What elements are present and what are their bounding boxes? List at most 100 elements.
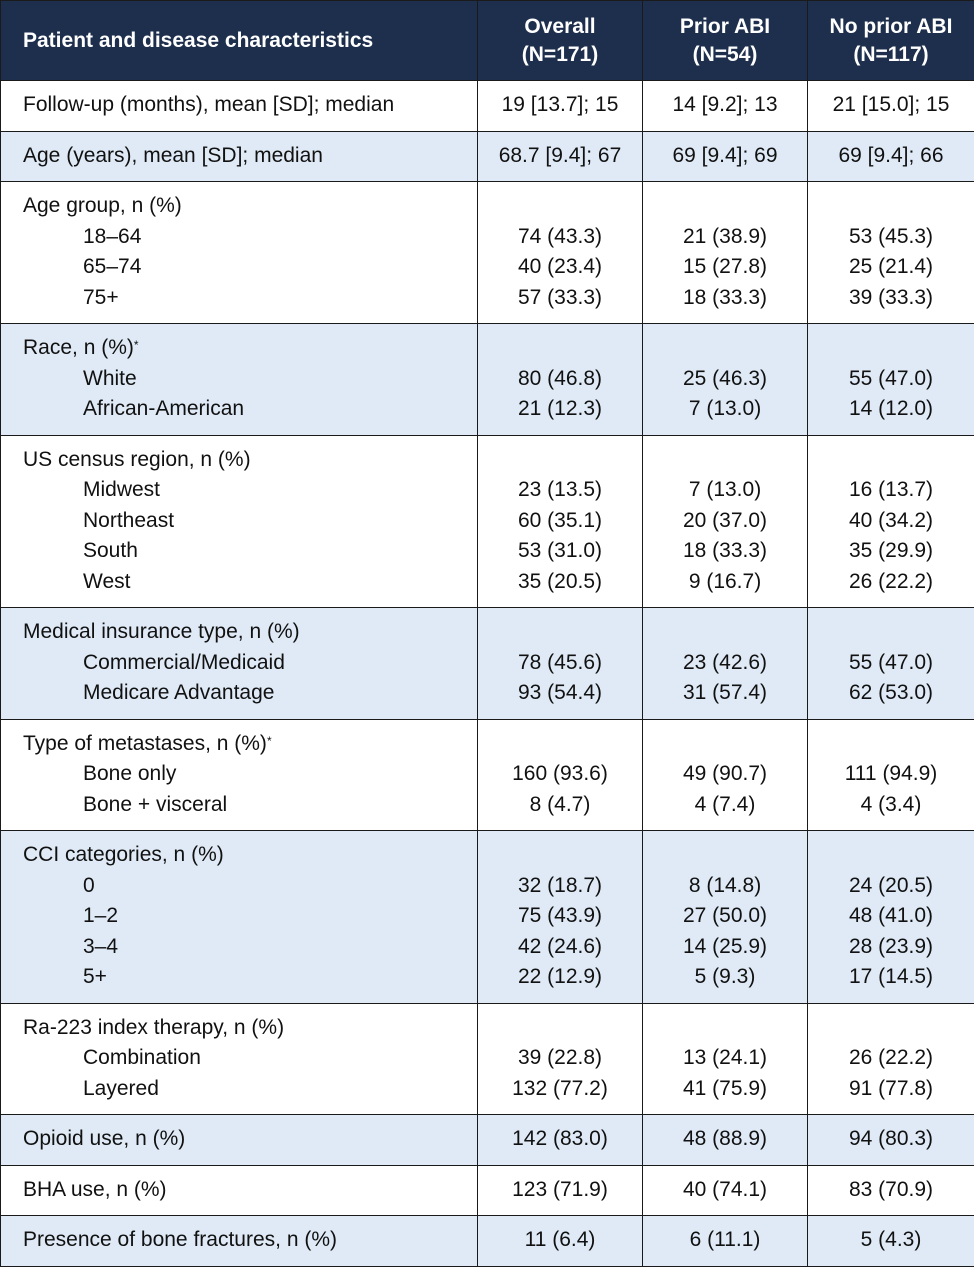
value-text: 69 [9.4]; 66: [808, 141, 974, 172]
section-row-presence-of-bone-fractures-n: Presence of bone fractures, n (%) 11 (6.4…: [1, 1216, 974, 1267]
header-overall: Overall (N=171): [478, 1, 643, 81]
value-text: 80 (46.8): [478, 364, 642, 395]
value-text: 40 (34.2): [808, 506, 974, 537]
value-text: 21 (12.3): [478, 394, 642, 425]
no-prior-abi-cell: 53 (45.3)25 (21.4)39 (33.3): [808, 182, 974, 324]
value-text: 132 (77.2): [478, 1074, 642, 1105]
section-row-opioid-use-n: Opioid use, n (%)142 (83.0)48 (88.9)94 (…: [1, 1115, 974, 1166]
subgroup-label: Midwest: [23, 475, 477, 506]
value-text: 23 (42.6): [643, 648, 807, 679]
section-title: Type of metastases, n (%)*: [23, 729, 477, 760]
value-text: 5 (4.3): [808, 1225, 974, 1256]
section-title-text: Race, n (%): [23, 336, 134, 359]
overall-cell: 11 (6.4): [478, 1216, 643, 1267]
value-text: 62 (53.0): [808, 678, 974, 709]
subgroup-label: 65–74: [23, 252, 477, 283]
footnote-marker: *: [134, 338, 139, 352]
subgroup-label: South: [23, 536, 477, 567]
section-row-bha-use-n: BHA use, n (%) 123 (71.9)40 (74.1)83 (70.…: [1, 1165, 974, 1216]
prior-abi-cell: 69 [9.4]; 69: [643, 131, 808, 182]
overall-cell: 68.7 [9.4]; 67: [478, 131, 643, 182]
section-title-text: Presence of bone fractures, n (%): [23, 1228, 337, 1251]
no-prior-abi-cell: 26 (22.2)91 (77.8): [808, 1003, 974, 1115]
value-text: 40 (23.4): [478, 252, 642, 283]
no-prior-abi-cell: 94 (80.3): [808, 1115, 974, 1166]
value-text: 7 (13.0): [643, 394, 807, 425]
value-text: 25 (46.3): [643, 364, 807, 395]
value-text: 8 (14.8): [643, 871, 807, 902]
overall-cell: 23 (13.5)60 (35.1)53 (31.0)35 (20.5): [478, 435, 643, 608]
value-text: 21 [15.0]; 15: [808, 90, 974, 121]
section-title-text: BHA use, n (%): [23, 1178, 167, 1201]
section-title: Presence of bone fractures, n (%): [23, 1225, 477, 1256]
value-text: 83 (70.9): [808, 1175, 974, 1206]
value-text: 21 (38.9): [643, 222, 807, 253]
label-cell: Age (years), mean [SD]; median: [1, 131, 478, 182]
header-group-name: Overall: [478, 13, 642, 41]
value-text: 42 (24.6): [478, 932, 642, 963]
section-title: Follow-up (months), mean [SD]; median: [23, 90, 477, 121]
subgroup-label: 75+: [23, 283, 477, 314]
overall-cell: 80 (46.8)21 (12.3): [478, 324, 643, 436]
value-text: 57 (33.3): [478, 283, 642, 314]
value-text: 68.7 [9.4]; 67: [478, 141, 642, 172]
subgroup-label: 1–2: [23, 901, 477, 932]
prior-abi-cell: 6 (11.1): [643, 1216, 808, 1267]
value-text: 17 (14.5): [808, 962, 974, 993]
no-prior-abi-cell: 21 [15.0]; 15: [808, 81, 974, 132]
section-title: Medical insurance type, n (%): [23, 617, 477, 648]
prior-abi-cell: 13 (24.1)41 (75.9): [643, 1003, 808, 1115]
section-title-text: Medical insurance type, n (%): [23, 620, 300, 643]
overall-cell: 123 (71.9): [478, 1165, 643, 1216]
value-text: 19 [13.7]; 15: [478, 90, 642, 121]
no-prior-abi-cell: 83 (70.9): [808, 1165, 974, 1216]
no-prior-abi-cell: 24 (20.5)48 (41.0)28 (23.9)17 (14.5): [808, 831, 974, 1004]
section-row-medical-insurance-type-n: Medical insurance type, n (%) Commercial/…: [1, 608, 974, 720]
section-title-text: Ra-223 index therapy, n (%): [23, 1016, 284, 1039]
value-text: 18 (33.3): [643, 283, 807, 314]
value-text: 9 (16.7): [643, 567, 807, 598]
prior-abi-cell: 40 (74.1): [643, 1165, 808, 1216]
section-title-text: Follow-up (months), mean [SD]; median: [23, 93, 394, 116]
value-text: 78 (45.6): [478, 648, 642, 679]
header-group-name: Prior ABI: [643, 13, 807, 41]
prior-abi-cell: 14 [9.2]; 13: [643, 81, 808, 132]
prior-abi-cell: 7 (13.0)20 (37.0)18 (33.3)9 (16.7): [643, 435, 808, 608]
subgroup-label: Combination: [23, 1043, 477, 1074]
header-group-n: (N=171): [478, 41, 642, 69]
value-text: 8 (4.7): [478, 790, 642, 821]
no-prior-abi-cell: 5 (4.3): [808, 1216, 974, 1267]
section-title-text: Age group, n (%): [23, 194, 182, 217]
value-text: 20 (37.0): [643, 506, 807, 537]
value-text: 32 (18.7): [478, 871, 642, 902]
label-cell: Opioid use, n (%): [1, 1115, 478, 1166]
subgroup-label: Commercial/Medicaid: [23, 648, 477, 679]
overall-cell: 78 (45.6)93 (54.4): [478, 608, 643, 720]
value-text: 18 (33.3): [643, 536, 807, 567]
value-text: 123 (71.9): [478, 1175, 642, 1206]
subgroup-label: 3–4: [23, 932, 477, 963]
subgroup-label: 5+: [23, 962, 477, 993]
value-text: 60 (35.1): [478, 506, 642, 537]
value-text: 35 (29.9): [808, 536, 974, 567]
label-cell: BHA use, n (%): [1, 1165, 478, 1216]
value-text: 31 (57.4): [643, 678, 807, 709]
value-text: 55 (47.0): [808, 364, 974, 395]
subgroup-label: Bone only: [23, 759, 477, 790]
section-title: CCI categories, n (%): [23, 840, 477, 871]
section-title: Ra-223 index therapy, n (%): [23, 1013, 477, 1044]
no-prior-abi-cell: 55 (47.0)62 (53.0): [808, 608, 974, 720]
value-text: 94 (80.3): [808, 1124, 974, 1155]
subgroup-label: Bone + visceral: [23, 790, 477, 821]
value-text: 15 (27.8): [643, 252, 807, 283]
value-text: 28 (23.9): [808, 932, 974, 963]
header-characteristics: Patient and disease characteristics: [1, 1, 478, 81]
prior-abi-cell: 8 (14.8)27 (50.0)14 (25.9)5 (9.3): [643, 831, 808, 1004]
value-text: 4 (7.4): [643, 790, 807, 821]
value-text: 48 (41.0): [808, 901, 974, 932]
